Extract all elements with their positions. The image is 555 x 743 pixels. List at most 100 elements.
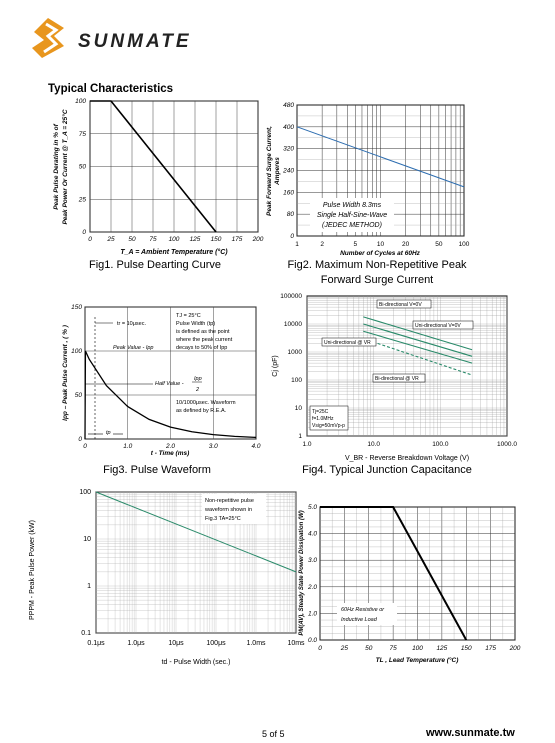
fig6-ylabel: PM(AV), Steady State Power Dissipation (…: [299, 510, 305, 635]
fig2-annotation-2: Single Half-Sine-Wave: [317, 212, 387, 219]
fig6-ytick: 3.0: [308, 557, 317, 564]
fig6-annotation-2: Inductive Load: [341, 617, 378, 623]
fig4-series-line-4: [363, 338, 473, 376]
fig3-peak-label: Peak Value - Ipp: [113, 345, 153, 351]
fig1-xtick: 125: [190, 236, 201, 243]
fig6-xtick: 150: [461, 645, 472, 652]
fig3-cond-5: decays to 50% of Ipp: [176, 345, 227, 351]
fig6-ytick: 4.0: [308, 531, 317, 538]
footer-url[interactable]: www.sunmate.tw: [426, 727, 515, 739]
fig1-xtick: 25: [106, 236, 115, 243]
fig1-ytick: 100: [75, 98, 86, 105]
fig4-label-2: Uni-directional V=0V: [415, 323, 461, 329]
fig2-chart: 1 2 5 10 20 50 100 0 80 160 240 320 400 480 Pulse Wid…: [266, 102, 470, 257]
fig4-label-4: Bi-directional @ VR: [375, 376, 419, 382]
fig4-ytick: 100000: [280, 293, 302, 300]
fig4-series-line-1: [363, 316, 473, 351]
fig3-caption: Fig3. Pulse Waveform: [103, 464, 211, 476]
fig1-xtick: 150: [211, 236, 222, 243]
fig3-ylabel: Ipp – Peak Pulse Current , ( % ): [62, 325, 69, 421]
fig5-ytick: 10: [83, 536, 91, 543]
fig6-xtick: 50: [365, 645, 373, 652]
fig4-xtick: 100.0: [432, 441, 449, 448]
fig4-ytick: 10: [295, 405, 303, 412]
fig1-xlabel: T_A = Ambient Temperature (°C): [120, 248, 228, 256]
fig5-xtick: 10μs: [168, 640, 184, 647]
fig2-caption-1: Fig2. Maximum Non-Repetitive Peak: [287, 259, 467, 271]
fig6-xtick: 0: [318, 645, 322, 652]
fig4-caption: Fig4. Typical Junction Capacitance: [302, 464, 472, 476]
fig6-chart: 0 25 50 75 100 125 150 175 200 0.0 1.0 2.0 3.0 4.0 5.0…: [299, 504, 521, 664]
fig3-xtick: 0: [83, 443, 87, 450]
fig6-ytick: 2.0: [307, 584, 317, 591]
fig2-ytick: 240: [282, 168, 294, 175]
fig5-ytick: 0.1: [81, 630, 91, 637]
fig1-xtick: 100: [169, 236, 180, 243]
fig2-ylabel-2: Amperes: [274, 157, 281, 186]
fig2-ytick: 80: [287, 211, 295, 218]
fig5-ytick: 1: [87, 583, 91, 590]
fig3-tp-label: tp: [106, 430, 111, 436]
fig2-xtick: 100: [459, 241, 470, 248]
fig5-ylabel: PPPM - Peak Pulse Power (kW): [29, 520, 36, 620]
fig1-ytick: 75: [79, 131, 87, 138]
fig5-annotation-3: Fig.3 TA=25°C: [205, 516, 241, 522]
fig1-ylabel-2: Peak Power Or Current @ T_A = 25°C: [61, 109, 69, 224]
fig5-xtick: 0.1μs: [87, 640, 105, 647]
fig5-xtick: 1.0μs: [127, 640, 145, 647]
fig1-xtick: 200: [252, 236, 264, 243]
fig2-xtick: 50: [435, 241, 443, 248]
fig3-half-label: Half Value -: [155, 381, 184, 387]
fig3-xtick: 2.0: [165, 443, 175, 450]
fig4-cond-1: Tj=25C: [312, 409, 329, 415]
fig3-ytick: 0: [78, 436, 82, 443]
fig2-xtick: 1: [295, 241, 299, 248]
fig1-xtick: 75: [149, 236, 157, 243]
fig1-ylabel-1: Peak Pulse Derating in % of: [53, 123, 60, 209]
fig6-series-line: [320, 506, 468, 641]
fig6-xtick: 175: [485, 645, 496, 652]
fig3-half-num: Ipp: [194, 376, 202, 382]
fig4-series-line-3: [363, 330, 473, 364]
fig3-ytick: 50: [75, 392, 83, 399]
fig2-ytick: 400: [283, 124, 294, 131]
fig6-ytick: 1.0: [308, 610, 317, 617]
fig2-ytick: 320: [283, 146, 294, 153]
fig3-ytick: 100: [71, 348, 82, 355]
fig4-xtick: 1.0: [302, 441, 311, 448]
fig2-annotation-3: (JEDEC METHOD): [322, 222, 382, 229]
fig1-ytick: 50: [79, 164, 87, 171]
fig4-cond-3: Vsig=50mVp-p: [312, 423, 345, 429]
fig6-ytick: 0.0: [308, 637, 317, 644]
fig6-xtick: 125: [436, 645, 447, 652]
fig1-chart: 0 25 50 75 100 125 150 175 200 0 25 50 75 100 T_A = A…: [53, 98, 264, 256]
fig3-half-den: 2: [195, 387, 199, 393]
fig4-xtick: 10.0: [367, 441, 380, 448]
fig3-tr-label: tr = 10μsec.: [117, 321, 146, 327]
footer-page-number: 5 of 5: [262, 729, 285, 739]
section-title: Typical Characteristics: [48, 83, 174, 95]
brand-name: SUNMATE: [78, 31, 192, 52]
fig3-series-line: [84, 350, 257, 440]
fig5-chart: 0.1μs 1.0μs 10μs 100μs 1.0ms 10ms 0.1 1 10 100 No…: [29, 489, 305, 666]
fig2-xtick: 10: [377, 241, 385, 248]
fig2-ytick: 160: [283, 189, 294, 196]
fig4-ytick: 100: [291, 377, 302, 384]
fig3-cond-4: where the peak current: [175, 337, 233, 343]
fig1-caption: Fig1. Pulse Dearting Curve: [88, 259, 222, 271]
fig5-annotation-1: Non-repetitive pulse: [205, 498, 254, 504]
fig4-label-3: Uni-directional @ VR: [324, 340, 371, 346]
fig1-xtick: 175: [232, 236, 243, 243]
fig3-waveform-2: as defined by R.E.A.: [176, 408, 227, 414]
fig2-xtick: 2: [320, 241, 324, 248]
fig1-xtick: 0: [88, 236, 92, 243]
fig5-xtick: 1.0ms: [246, 640, 266, 647]
fig5-series-line: [95, 491, 297, 573]
fig6-annotation-1: 60Hz Resistive or: [341, 607, 385, 613]
fig3-waveform-1: 10/1000μsec. Waveform: [176, 400, 236, 406]
fig2-xtick: 20: [402, 241, 410, 248]
fig3-xtick: 4.0: [251, 443, 260, 450]
fig4-label-1: Bi-directional V=0V: [379, 302, 422, 308]
fig6-xtick: 25: [340, 645, 349, 652]
fig6-ytick: 5.0: [308, 504, 317, 511]
